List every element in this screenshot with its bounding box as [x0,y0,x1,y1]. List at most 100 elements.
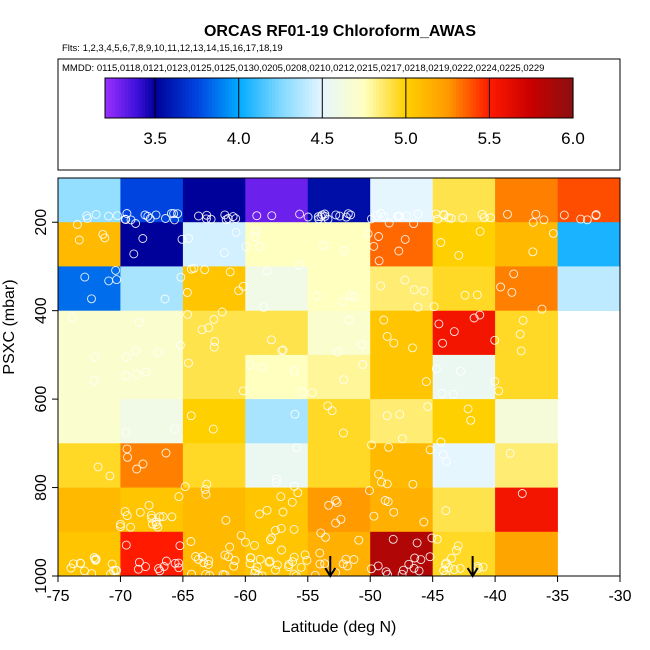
heatmap-cell [120,531,184,577]
colorbar-segment [175,78,180,118]
sample-point [116,519,125,529]
colorbar-segment [245,78,250,118]
x-tick-label: -70 [109,588,132,605]
sample-point [230,556,240,565]
sample-point [431,364,441,374]
sample-point [174,492,184,502]
sample-point [132,370,142,379]
y-tick-label: 600 [33,386,50,413]
plot-frame [57,177,621,577]
sample-point [369,511,379,521]
colorbar-segment [449,78,454,118]
colorbar-segment [208,78,213,118]
sample-point [255,509,264,519]
colorbar-segment [288,78,293,118]
colorbar-segment [402,78,407,118]
sample-point [231,214,241,224]
sample-point [126,522,136,532]
sample-point [267,211,277,221]
sample-point [437,389,447,399]
sample-point [429,302,439,312]
sample-point [331,518,341,528]
colorbar-tick-label: 5.5 [478,129,502,148]
colorbar-segment [502,78,507,118]
sample-point [217,307,227,317]
colorbar-segment [335,78,340,118]
sample-point [262,505,272,515]
colorbar-segment [118,78,123,118]
colorbar-segment [222,78,226,118]
sample-point [425,552,435,562]
sample-point [458,213,468,223]
sample-point [292,443,302,453]
colorbar-segment [262,78,267,118]
sample-point [277,346,287,356]
sample-point [379,212,389,222]
x-tick-label: -40 [484,588,507,605]
sample-point [323,214,333,224]
heatmap-cell [495,354,558,400]
sample-point [89,375,99,385]
colorbar-segment [205,78,210,118]
heatmap-cell [245,354,309,400]
colorbar-segment [332,78,337,118]
colorbar-segment [472,78,477,118]
heatmap-cell [58,222,121,267]
sample-point [342,561,352,571]
sample-point [419,517,429,527]
colorbar-segment [342,78,347,118]
sample-point [460,290,470,300]
colorbar-segment [128,78,133,118]
sample-point [338,297,348,306]
sample-point [231,227,241,237]
colorbar-segment [405,78,410,118]
colorbar-segment [516,78,521,118]
sample-points [66,208,601,581]
sample-point [121,215,131,224]
sample-point [319,240,329,250]
sample-point [320,211,330,221]
sample-point [255,242,264,251]
heatmap-cell [182,354,246,400]
heatmap-cell [182,531,246,577]
colorbar-segment [285,78,290,118]
heatmap-cell [557,222,621,267]
colorbar-segment [392,78,397,118]
sample-point [197,325,207,335]
sample-point [201,214,211,224]
sample-point [455,563,465,573]
heatmap-cell [245,443,309,488]
sample-point [75,558,85,568]
sample-point [310,570,320,580]
sample-point [138,459,148,469]
sample-point [397,434,407,444]
heatmap-cell [182,399,246,444]
heatmap-cell [495,222,558,267]
colorbar-segment [522,78,527,118]
sample-point [509,269,519,279]
colorbar-segment [512,78,517,118]
sample-point [449,327,459,337]
x-tick-label: -75 [46,588,69,605]
sample-point [221,515,231,525]
heatmap-cell [58,178,121,223]
sample-point [121,352,131,362]
sample-point [358,360,368,369]
heatmap-cell [307,399,371,444]
colorbar-segment [315,78,320,118]
colorbar-segment [385,78,390,118]
sample-point [267,533,277,543]
heatmap-cell [245,399,309,444]
sample-point [132,464,142,474]
sample-point [395,409,405,419]
colorbar-ticks: 3.5 4.0 4.5 5.0 5.5 6.0 [143,78,585,148]
colorbar-tick-label: 3.5 [143,129,167,148]
sample-point [146,510,156,520]
heatmap-cell [307,222,371,267]
sample-point [475,226,485,236]
colorbar-segment [462,78,467,118]
colorbar-segment [151,78,156,118]
sample-point [315,548,325,558]
sample-point [122,209,132,218]
sample-point [218,570,228,579]
